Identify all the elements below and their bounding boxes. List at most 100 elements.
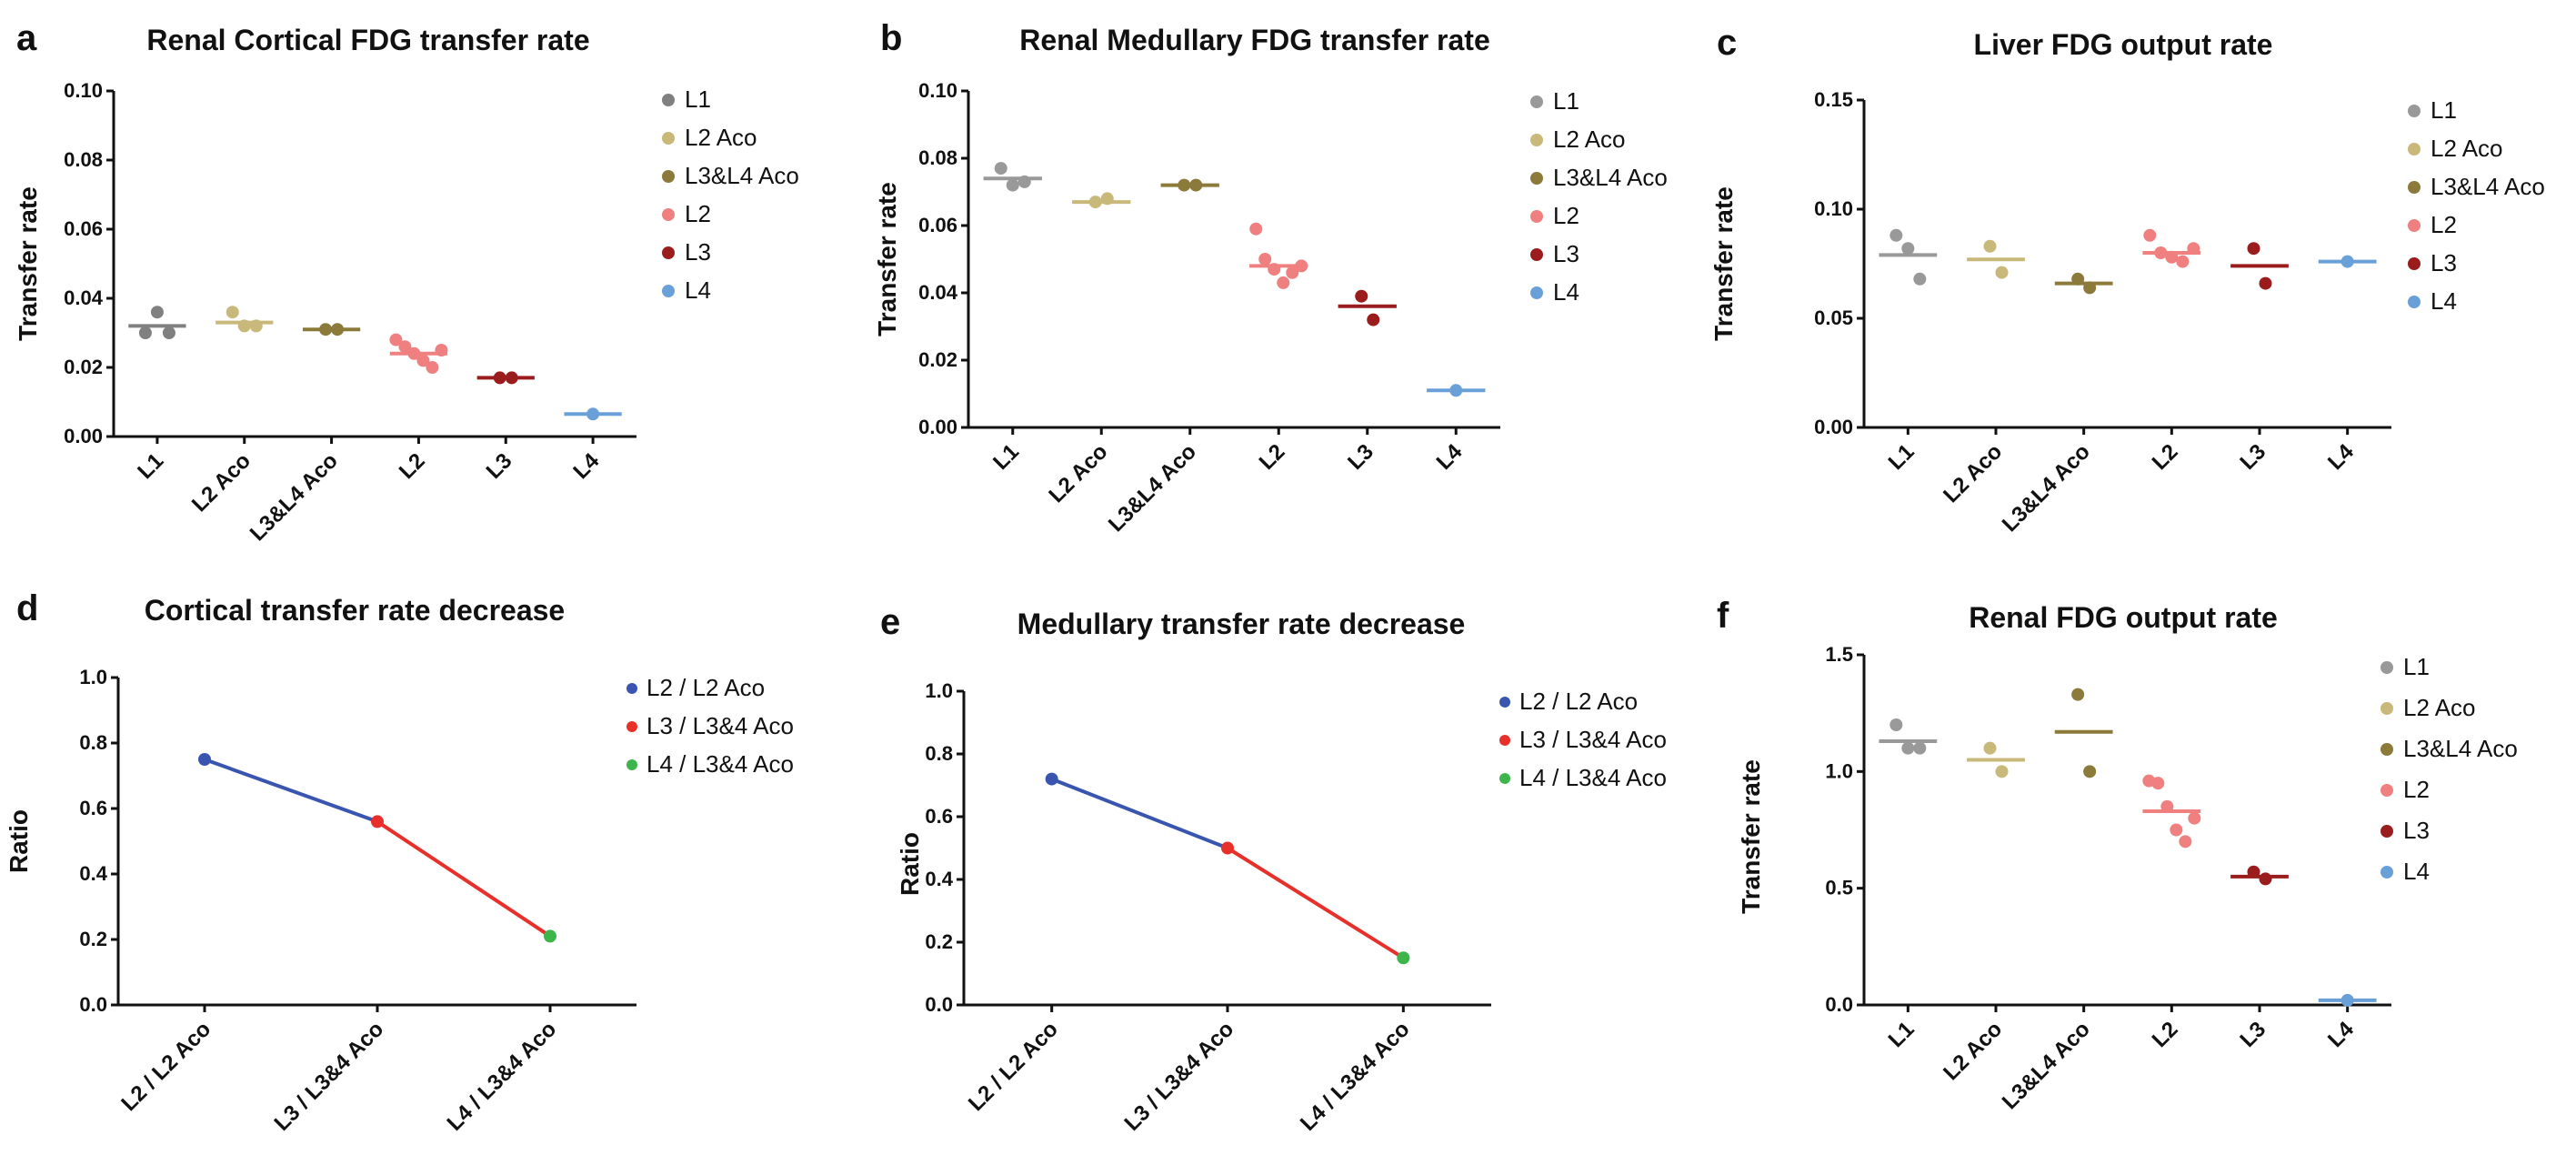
data-point: [1983, 741, 1997, 755]
data-point: [416, 354, 430, 367]
x-category-label: L3&L4 Aco: [1998, 439, 2095, 537]
y-tick-label: 0.15: [1814, 88, 1853, 111]
panel-d: d Cortical transfer rate decrease 0.0 0.2 0.…: [5, 588, 794, 1136]
legend-label: L2 Aco: [685, 124, 757, 151]
legend-marker: [626, 683, 637, 694]
legend-label: L2: [2403, 776, 2430, 803]
panel-b: b Renal Medullary FDG transfer rate 0.00 0.…: [873, 18, 1668, 537]
data-point: [1277, 276, 1290, 289]
legend-marker: [626, 721, 637, 732]
data-point: [1901, 242, 1915, 256]
data-point: [371, 815, 384, 829]
series-segment: [204, 758, 378, 824]
y-tick-label: 0.04: [64, 286, 104, 309]
legend-label: L4: [2403, 858, 2430, 885]
panel-a: a Renal Cortical FDG transfer rate 0.00 0.0…: [14, 18, 799, 546]
legend-label: L4 / L3&4 Aco: [647, 750, 794, 778]
y-tick-label: 0.05: [1814, 306, 1853, 329]
data-point: [1355, 289, 1368, 303]
legend-marker: [1530, 286, 1543, 299]
legend-label: L3: [2431, 249, 2457, 276]
legend-label: L2: [1553, 202, 1579, 229]
x-category-label: L2 / L2 Aco: [116, 1017, 216, 1116]
chart-title: Renal Cortical FDG transfer rate: [146, 24, 589, 56]
data-point: [1913, 741, 1927, 755]
legend-label: L3: [1553, 240, 1579, 267]
x-category-label: L2 Aco: [1939, 1017, 2007, 1085]
data-point: [2151, 777, 2165, 790]
y-tick-label: 0.8: [925, 742, 953, 765]
x-category-label: L3: [482, 448, 517, 484]
legend-label: L1: [685, 85, 711, 113]
x-category-label: L3&L4 Aco: [1104, 439, 1201, 537]
data-point: [2247, 242, 2260, 256]
y-tick-label: 0.04: [918, 281, 958, 304]
legend-marker: [2381, 743, 2393, 756]
x-category-label: L3 / L3&4 Aco: [270, 1017, 389, 1136]
data-point: [1249, 222, 1263, 236]
data-point: [1913, 272, 1927, 286]
legend-marker: [2381, 825, 2393, 838]
legend-label: L3: [685, 238, 711, 266]
legend-label: L4: [1553, 278, 1579, 306]
data-point: [426, 361, 439, 374]
data-point: [1367, 313, 1380, 326]
chart-title: Medullary transfer rate decrease: [1017, 608, 1466, 640]
x-category-label: L1: [988, 439, 1024, 475]
y-tick-label: 0.0: [1825, 993, 1853, 1016]
data-point: [1286, 266, 1299, 279]
legend-marker: [662, 132, 675, 145]
y-tick-label: 0.06: [918, 214, 957, 236]
y-tick-label: 1.0: [1825, 759, 1853, 782]
legend-marker: [662, 94, 675, 106]
legend-marker: [1530, 248, 1543, 261]
x-category-label: L4: [2323, 1017, 2359, 1052]
panel-letter: d: [16, 588, 38, 628]
y-tick-label: 0.6: [79, 797, 107, 819]
legend-marker: [1499, 697, 1510, 708]
y-axis-title: Ratio: [896, 832, 924, 896]
legend-marker: [2381, 866, 2393, 879]
legend-marker: [662, 170, 675, 183]
data-point: [2143, 228, 2157, 242]
chart-title: Cortical transfer rate decrease: [145, 594, 565, 627]
x-category-label: L2 Aco: [1939, 439, 2007, 507]
legend-marker: [2381, 661, 2393, 674]
data-point: [138, 326, 152, 339]
legend-marker: [662, 285, 675, 297]
legend-marker: [626, 759, 637, 770]
series-segment: [376, 819, 552, 939]
legend-marker: [2381, 702, 2393, 715]
y-tick-label: 0.4: [925, 868, 953, 890]
y-tick-label: 0.00: [1814, 416, 1853, 438]
x-category-label: L3: [2235, 439, 2270, 475]
legend-marker: [1530, 134, 1543, 146]
y-tick-label: 0.06: [64, 217, 103, 240]
legend-label: L1: [1553, 87, 1579, 115]
data-point: [2170, 823, 2183, 837]
legend-label: L1: [2431, 96, 2457, 124]
y-tick-label: 1.0: [79, 666, 107, 688]
x-category-label: L4: [2323, 439, 2359, 475]
legend-label: L3&L4 Aco: [685, 162, 799, 189]
legend-label: L2 / L2 Aco: [647, 674, 765, 701]
legend-label: L1: [2403, 653, 2430, 680]
y-tick-label: 0.2: [79, 928, 107, 950]
data-point: [544, 929, 556, 943]
y-tick-label: 0.8: [79, 731, 107, 754]
legend-label: L2: [685, 200, 711, 227]
y-tick-label: 0.2: [925, 930, 953, 953]
y-tick-label: 0.6: [925, 805, 953, 828]
y-tick-label: 0.00: [64, 425, 103, 447]
data-point: [1901, 741, 1915, 755]
x-category-label: L1: [133, 448, 168, 484]
legend-label: L3&L4 Aco: [2403, 735, 2518, 762]
y-tick-label: 0.5: [1825, 877, 1853, 899]
panel-letter: b: [880, 18, 902, 58]
data-point: [2071, 688, 2085, 701]
data-point: [2188, 811, 2201, 825]
panel-letter: e: [880, 602, 900, 642]
x-category-label: L4 / L3&4 Aco: [1296, 1017, 1415, 1136]
panel-c: c Liver FDG output rate 0.00 0.05 0.10 0.15 Tr…: [1709, 23, 2545, 537]
